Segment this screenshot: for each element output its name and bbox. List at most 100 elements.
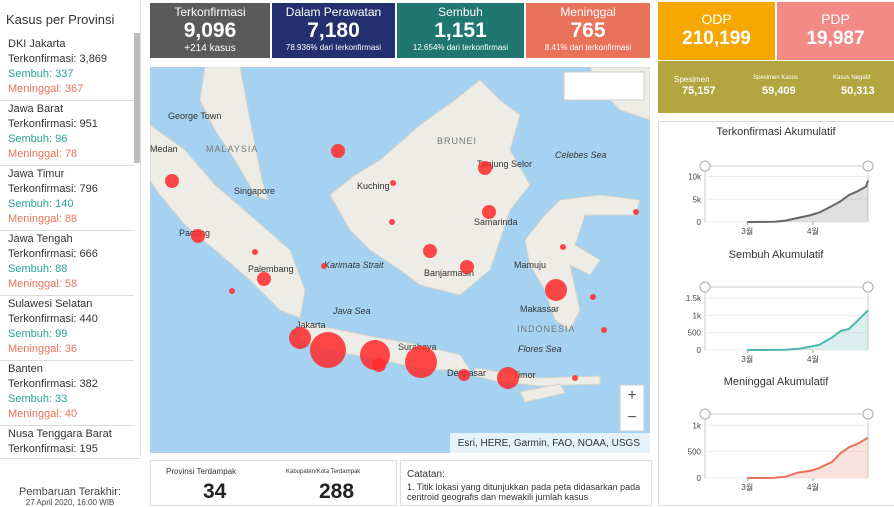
stat-value: 288 [319, 480, 355, 503]
divider [0, 425, 134, 426]
province-deaths: Meninggal: 88 [8, 213, 78, 225]
map-label: Java Sea [332, 306, 371, 316]
line [747, 309, 869, 351]
pdp-card: PDP 19,987 [777, 2, 894, 60]
map[interactable]: George TownMALAYSIAMedanSingaporePadangP… [150, 67, 650, 453]
card-note: 78.936% dari terkonfirmasi [285, 43, 382, 52]
province-confirmed: Terkonfirmasi: 951 [8, 118, 98, 130]
province-recovered: Sembuh: 96 [8, 133, 68, 145]
province-confirmed: Terkonfirmasi: 3,869 [8, 53, 108, 65]
map-label: Timor [513, 370, 536, 380]
card-label: Terkonfirmasi [174, 5, 246, 19]
chart-title: Meninggal Akumulatif [724, 376, 830, 388]
range-handle[interactable] [862, 281, 874, 293]
y-tick-label: 10k [688, 173, 702, 182]
map-label: Palembang [248, 264, 294, 274]
y-tick-label: 500 [688, 329, 702, 338]
spec-label: Kasus Negatif [833, 75, 871, 81]
province-panel: Kasus per Provinsi DKI Jakarta Terkonfirm… [0, 0, 141, 455]
map-label: Banjarmasin [424, 268, 474, 278]
zoom-out[interactable]: − [627, 409, 636, 426]
spec-value: 75,157 [682, 85, 716, 97]
range-handle[interactable] [699, 408, 711, 420]
scrollbar[interactable] [134, 33, 140, 163]
odp-card: ODP 210,199 [658, 2, 775, 60]
zoom-in[interactable]: + [627, 387, 636, 404]
map-label: BRUNEI [437, 136, 477, 146]
y-tick-label: 1.5k [686, 294, 702, 303]
card-value: 19,987 [806, 28, 865, 49]
province-confirmed: Terkonfirmasi: 796 [8, 183, 98, 195]
province-item: Sulawesi Selatan Terkonfirmasi: 440 Sembuh… [8, 297, 98, 357]
province-name: Sulawesi Selatan [8, 298, 93, 310]
x-tick-label: 3월 [741, 354, 753, 364]
map-label: Medan [150, 144, 178, 154]
spec-value: 59,409 [762, 85, 796, 97]
province-item: Nusa Tenggara Barat Terkonfirmasi: 195 [8, 427, 112, 455]
card-label: Dalam Perawatan [285, 5, 382, 19]
stat-label: Kabupaten/Kota Terdampak [286, 469, 361, 475]
province-confirmed: Terkonfirmasi: 440 [8, 313, 98, 325]
province-deaths: Meninggal: 58 [8, 278, 78, 290]
spec-label: Spesimen Kasus [753, 75, 799, 81]
province-name: DKI Jakarta [8, 38, 66, 50]
spec-value: 50,313 [841, 85, 875, 97]
y-tick-label: 5k [693, 195, 702, 204]
map-label: Mamuju [514, 260, 546, 270]
x-tick-label: 3월 [741, 226, 753, 236]
map-label: Celebes Sea [555, 150, 607, 160]
y-tick-label: 0 [697, 474, 702, 483]
map-label: INDONESIA [517, 324, 576, 334]
province-confirmed: Terkonfirmasi: 195 [8, 443, 98, 455]
charts: Terkonfirmasi Akumulatif 0 5k 10k 3월 4월 Sembuh… [686, 126, 874, 492]
notes-text: 1. Titik lokasi yang ditunjukkan pada pe… [407, 482, 641, 502]
x-tick-label: 4월 [807, 482, 819, 492]
map-label: Jakarta [296, 320, 326, 330]
card-value: 210,199 [682, 28, 751, 49]
y-tick-label: 1k [693, 421, 702, 430]
province-item: Jawa Tengah Terkonfirmasi: 666 Sembuh: 88 M… [8, 232, 98, 292]
province-name: Jawa Tengah [8, 233, 73, 245]
card: Terkonfirmasi 9,096 +214 kasus [150, 3, 270, 58]
map-label: Tanjung Selor [477, 159, 532, 169]
card-value: 1,151 [434, 19, 487, 42]
divider [0, 295, 134, 296]
stat-label: Provinsi Terdampak [166, 467, 237, 476]
chart-title: Sembuh Akumulatif [729, 249, 825, 261]
province-deaths: Meninggal: 367 [8, 83, 84, 95]
card-label: Meninggal [560, 5, 616, 19]
range-handle[interactable] [699, 160, 711, 172]
map-label: Samarinda [474, 217, 518, 227]
card-label: Sembuh [438, 5, 483, 19]
notes-title: Catatan: [407, 469, 445, 480]
divider [0, 230, 134, 231]
chart-title: Terkonfirmasi Akumulatif [716, 126, 836, 138]
card-note: 8.41% dari terkonfirmasi [544, 43, 632, 52]
province-confirmed: Terkonfirmasi: 666 [8, 248, 98, 260]
card-value: 9,096 [183, 19, 237, 42]
map-label: Karimata Strait [324, 260, 384, 270]
card-label: ODP [701, 11, 732, 27]
province-item: DKI Jakarta Terkonfirmasi: 3,869 Sembuh: 3… [8, 37, 107, 97]
card-note: +214 kasus [184, 43, 236, 54]
divider [0, 100, 134, 101]
map-label: Singapore [234, 186, 275, 196]
range-handle[interactable] [862, 408, 874, 420]
line [747, 436, 869, 479]
x-tick-label: 3월 [741, 482, 753, 492]
range-handle[interactable] [699, 281, 711, 293]
area [747, 310, 868, 350]
map-label: George Town [168, 111, 221, 121]
range-handle[interactable] [862, 160, 874, 172]
specimen-box: Spesimen 75,157 Spesimen Kasus 59,409 Kasu… [658, 61, 894, 113]
province-recovered: Sembuh: 33 [8, 393, 68, 405]
x-tick-label: 4월 [807, 354, 819, 364]
map-label: Makassar [520, 304, 559, 314]
card-label: PDP [821, 11, 850, 27]
province-deaths: Meninggal: 78 [8, 148, 78, 160]
attribution: Esri, HERE, Garmin, FAO, NOAA, USGS [458, 438, 641, 449]
y-tick-label: 0 [697, 346, 702, 355]
card-value: 765 [570, 19, 606, 42]
card: Meninggal 765 8.41% dari terkonfirmasi [526, 3, 650, 58]
